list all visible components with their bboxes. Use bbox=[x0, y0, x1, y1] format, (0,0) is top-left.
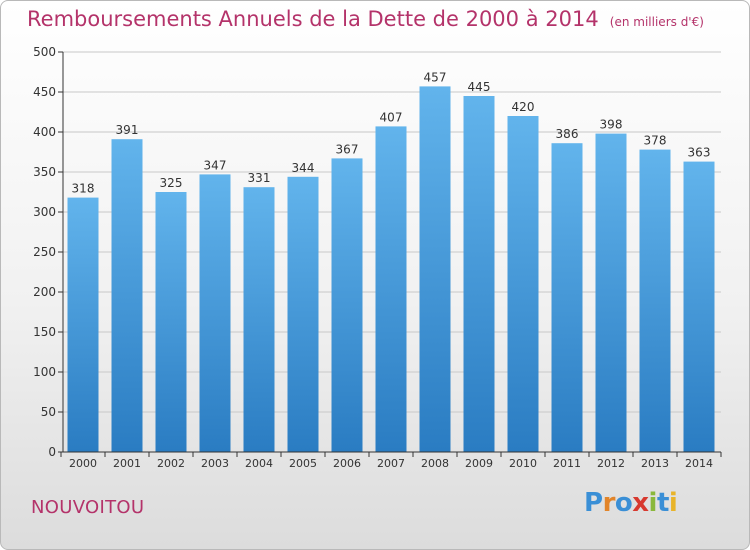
value-label-2008: 457 bbox=[424, 70, 447, 84]
y-tick-label-150: 150 bbox=[33, 325, 56, 339]
value-label-2006: 367 bbox=[336, 142, 359, 156]
value-label-2003: 347 bbox=[204, 158, 227, 172]
bars bbox=[67, 86, 715, 453]
y-tick-label-300: 300 bbox=[33, 205, 56, 219]
logo-letter: o bbox=[614, 488, 633, 518]
value-label-2010: 420 bbox=[512, 100, 535, 114]
value-label-2000: 318 bbox=[72, 182, 95, 196]
y-tick-label-250: 250 bbox=[33, 245, 56, 259]
logo-letter: P bbox=[584, 488, 603, 518]
x-tick-label-2003: 2003 bbox=[201, 457, 229, 470]
bar-2004 bbox=[243, 187, 275, 452]
value-label-2007: 407 bbox=[380, 110, 403, 124]
value-label-2013: 378 bbox=[644, 134, 667, 148]
value-label-2002: 325 bbox=[160, 176, 183, 190]
labels: 0 50 100 150 200 250 300 350 400 450 500 318 2000 391… bbox=[33, 45, 713, 470]
logo-letter: t bbox=[656, 488, 669, 518]
bar-2008 bbox=[419, 86, 451, 453]
bar-2010 bbox=[507, 116, 539, 452]
logo-letter: i bbox=[668, 488, 678, 518]
y-tick-label-0: 0 bbox=[48, 445, 56, 459]
logo-letter: i bbox=[648, 488, 658, 518]
bar-2006 bbox=[331, 158, 363, 452]
bar-2000 bbox=[67, 197, 99, 452]
bar-2001 bbox=[111, 139, 143, 452]
bar-2007 bbox=[375, 126, 407, 453]
value-label-2001: 391 bbox=[116, 123, 139, 137]
y-tick-label-350: 350 bbox=[33, 165, 56, 179]
x-tick-label-2005: 2005 bbox=[289, 457, 317, 470]
y-tick-label-400: 400 bbox=[33, 125, 56, 139]
x-tick-label-2012: 2012 bbox=[597, 457, 625, 470]
bar-2011 bbox=[551, 143, 583, 452]
x-tick-label-2008: 2008 bbox=[421, 457, 449, 470]
logo-letter: x bbox=[632, 488, 649, 518]
bar-2013 bbox=[639, 149, 671, 452]
axes bbox=[58, 51, 722, 457]
x-tick-label-2006: 2006 bbox=[333, 457, 361, 470]
x-tick-label-2010: 2010 bbox=[509, 457, 537, 470]
y-tick-label-200: 200 bbox=[33, 285, 56, 299]
y-tick-label-450: 450 bbox=[33, 85, 56, 99]
x-tick-label-2009: 2009 bbox=[465, 457, 493, 470]
bar-2014 bbox=[683, 161, 715, 452]
chart-title-main: Remboursements Annuels de la Dette de 20… bbox=[27, 7, 599, 31]
place-name: NOUVOITOU bbox=[31, 497, 145, 518]
bar-2003 bbox=[199, 174, 231, 452]
bar-2005 bbox=[287, 176, 319, 453]
y-tick-label-100: 100 bbox=[33, 365, 56, 379]
value-label-2011: 386 bbox=[556, 127, 579, 141]
x-tick-label-2011: 2011 bbox=[553, 457, 581, 470]
bar-2009 bbox=[463, 96, 495, 452]
chart-title-unit: (en milliers d'€) bbox=[609, 15, 704, 29]
y-tick-label-50: 50 bbox=[41, 405, 56, 419]
proxiti-logo: Proxiti bbox=[584, 488, 678, 518]
bar-2012 bbox=[595, 133, 627, 452]
value-label-2004: 331 bbox=[248, 171, 271, 185]
value-label-2012: 398 bbox=[600, 118, 623, 132]
logo-letter: r bbox=[602, 488, 616, 518]
x-tick-label-2014: 2014 bbox=[685, 457, 713, 470]
x-tick-label-2002: 2002 bbox=[157, 457, 185, 470]
x-tick-label-2007: 2007 bbox=[377, 457, 405, 470]
chart-title: Remboursements Annuels de la Dette de 20… bbox=[27, 7, 704, 31]
x-tick-label-2000: 2000 bbox=[69, 457, 97, 470]
value-label-2005: 344 bbox=[292, 161, 315, 175]
x-tick-label-2001: 2001 bbox=[113, 457, 141, 470]
value-label-2014: 363 bbox=[688, 146, 711, 160]
y-tick-label-500: 500 bbox=[33, 45, 56, 59]
x-tick-label-2004: 2004 bbox=[245, 457, 273, 470]
bar-2002 bbox=[155, 192, 187, 452]
value-label-2009: 445 bbox=[468, 80, 491, 94]
x-tick-label-2013: 2013 bbox=[641, 457, 669, 470]
